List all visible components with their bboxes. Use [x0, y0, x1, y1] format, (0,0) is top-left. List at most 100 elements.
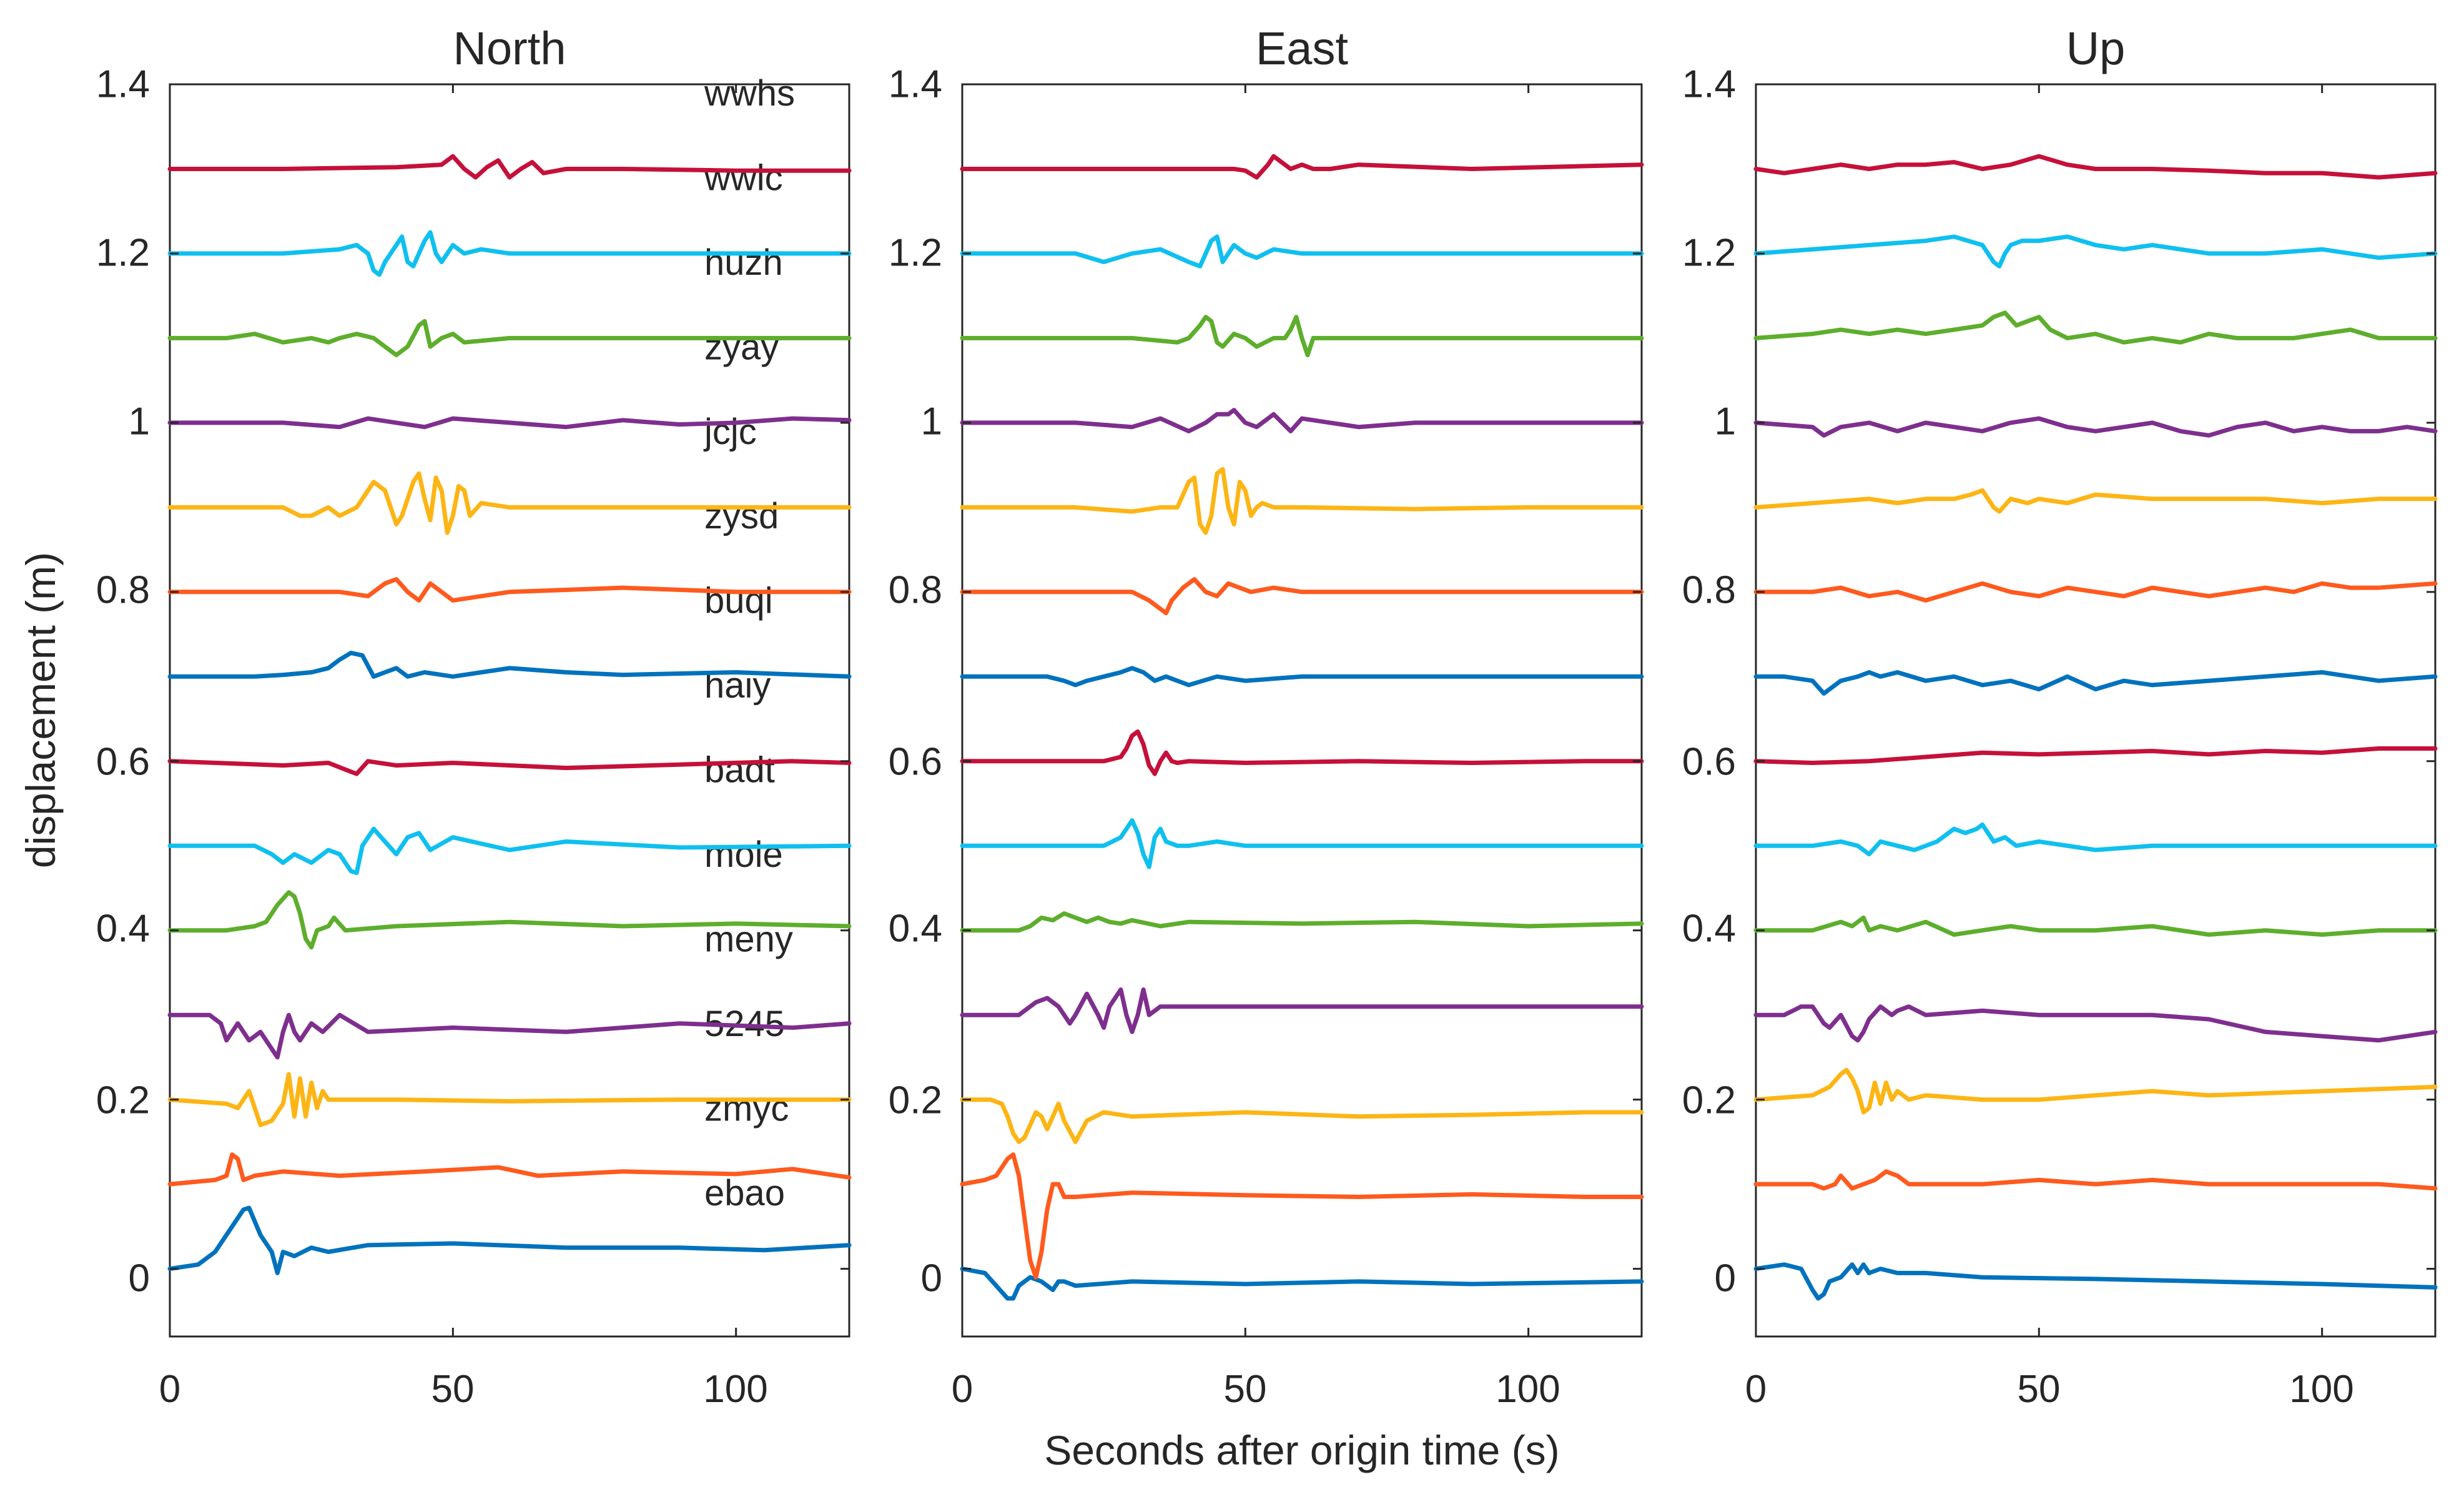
up-trace-buql	[1753, 670, 2438, 696]
north-ytick-label-7: 1.4	[96, 63, 150, 106]
up-trace-jcjc	[1753, 488, 2438, 514]
east-ytick-label-6: 1.2	[889, 232, 942, 275]
up-xtick-label-0: 0	[1745, 1368, 1767, 1411]
east-ytick-label-5: 1	[921, 400, 942, 443]
east-plot-frame	[961, 83, 1643, 1338]
up-ytick-label-7: 1.4	[1682, 63, 1736, 106]
up-trace-zmyc	[1753, 1169, 2438, 1191]
north-plot-frame	[169, 83, 850, 1338]
north-trace-jcjc	[167, 471, 852, 535]
north-ytick-label-1: 0.2	[96, 1079, 150, 1122]
east-trace-5245	[960, 1097, 1644, 1144]
up-trace-wwhs	[1753, 154, 2438, 180]
north-ytick-label-3: 0.6	[96, 741, 150, 784]
panel-east: East 0 50 100 0 0.2 0.4 0.6 0.8 1 1.2 1.…	[889, 22, 1644, 1473]
station-label-zysd: zysd	[704, 496, 779, 536]
north-xtick-label-1: 50	[431, 1368, 475, 1411]
north-panel-title: North	[453, 22, 566, 74]
north-ytick-label-2: 0.4	[96, 907, 150, 951]
north-trace-zyay	[167, 416, 852, 430]
up-trace-meny	[1753, 1004, 2438, 1043]
station-label-wwhs: wwhs	[704, 73, 795, 114]
east-xtick-label-0: 0	[952, 1368, 973, 1411]
north-ytick-label-5: 1	[129, 400, 150, 443]
east-trace-zmyc	[960, 1152, 1644, 1280]
north-trace-ebao	[167, 1205, 852, 1275]
up-trace-zysd	[1753, 581, 2438, 603]
up-ytick-label-4: 0.8	[1682, 569, 1736, 612]
north-trace-mole	[167, 890, 852, 950]
east-trace-meny	[960, 987, 1644, 1034]
north-xtick-label-2: 100	[703, 1368, 767, 1411]
east-trace-haiy	[960, 729, 1644, 776]
east-ytick-label-1: 0.2	[889, 1079, 942, 1122]
up-traces	[1753, 154, 2438, 1301]
north-trace-wwlc	[167, 230, 852, 277]
north-trace-meny	[167, 1012, 852, 1060]
station-label-mole: mole	[704, 834, 783, 875]
up-plot-frame	[1755, 83, 2437, 1338]
up-trace-ebao	[1753, 1262, 2438, 1301]
north-trace-wwhs	[167, 154, 852, 180]
up-xtick-label-2: 100	[2289, 1368, 2353, 1411]
east-ytick-label-3: 0.6	[889, 741, 942, 784]
east-trace-mole	[960, 911, 1644, 933]
north-ytick-label-6: 1.2	[96, 232, 150, 275]
up-trace-5245	[1753, 1067, 2438, 1115]
north-station-labels: ebaozmyc5245menymolebadthaiybuqlzysdjcjc…	[703, 73, 795, 1213]
east-panel-title: East	[1256, 22, 1349, 74]
east-trace-wwlc	[960, 234, 1644, 269]
y-axis-label: displacement (m)	[17, 552, 64, 868]
north-trace-huzh	[167, 319, 852, 357]
panel-up: Up 0 50 100 0 0.2 0.4 0.6 0.8 1 1.2 1.4	[1682, 22, 2438, 1411]
panel-north: North 0 50 100 0 0.2 0.4 0.6 0.8 1 1.2 1…	[17, 22, 852, 1411]
up-ytick-label-3: 0.6	[1682, 741, 1736, 784]
up-trace-huzh	[1753, 310, 2438, 345]
east-traces	[960, 154, 1644, 1301]
north-trace-badt	[167, 826, 852, 876]
east-trace-jcjc	[960, 467, 1644, 535]
up-ytick-label-1: 0.2	[1682, 1079, 1736, 1122]
up-trace-mole	[1753, 915, 2438, 937]
north-trace-zysd	[167, 577, 852, 603]
east-xtick-label-2: 100	[1496, 1368, 1560, 1411]
east-trace-buql	[960, 666, 1644, 688]
east-trace-huzh	[960, 315, 1644, 357]
up-ytick-label-6: 1.2	[1682, 232, 1736, 275]
station-label-jcjc: jcjc	[703, 412, 757, 452]
east-ytick-label-7: 1.4	[889, 63, 942, 106]
up-trace-wwlc	[1753, 234, 2438, 269]
north-trace-buql	[167, 650, 852, 679]
up-ytick-label-2: 0.4	[1682, 907, 1736, 951]
up-ytick-label-0: 0	[1715, 1257, 1736, 1300]
station-label-zmyc: zmyc	[704, 1089, 789, 1129]
east-xtick-label-1: 50	[1224, 1368, 1267, 1411]
east-ytick-label-2: 0.4	[889, 907, 942, 951]
east-trace-wwhs	[960, 154, 1644, 180]
station-label-buql: buql	[704, 581, 773, 621]
station-label-ebao: ebao	[704, 1173, 785, 1213]
north-ytick-label-4: 0.8	[96, 569, 150, 612]
up-trace-badt	[1753, 822, 2438, 857]
north-trace-zmyc	[167, 1152, 852, 1187]
up-trace-zyay	[1753, 416, 2438, 438]
up-trace-haiy	[1753, 746, 2438, 765]
east-trace-ebao	[960, 1267, 1644, 1301]
north-trace-haiy	[167, 759, 852, 776]
station-label-badt: badt	[704, 750, 775, 791]
station-label-huzh: huzh	[704, 242, 783, 283]
north-traces	[167, 154, 852, 1275]
x-axis-label: Seconds after origin time (s)	[1044, 1427, 1559, 1473]
station-label-wwlc: wwlc	[704, 157, 783, 198]
station-label-zyay: zyay	[704, 327, 779, 367]
north-ytick-label-0: 0	[129, 1257, 150, 1300]
north-xtick-label-0: 0	[159, 1368, 180, 1411]
up-ytick-label-5: 1	[1715, 400, 1736, 443]
up-xtick-label-1: 50	[2018, 1368, 2061, 1411]
east-ytick-label-4: 0.8	[889, 569, 942, 612]
up-panel-title: Up	[2066, 22, 2126, 74]
east-trace-zyay	[960, 408, 1644, 433]
east-trace-zysd	[960, 577, 1644, 616]
east-trace-badt	[960, 818, 1644, 869]
